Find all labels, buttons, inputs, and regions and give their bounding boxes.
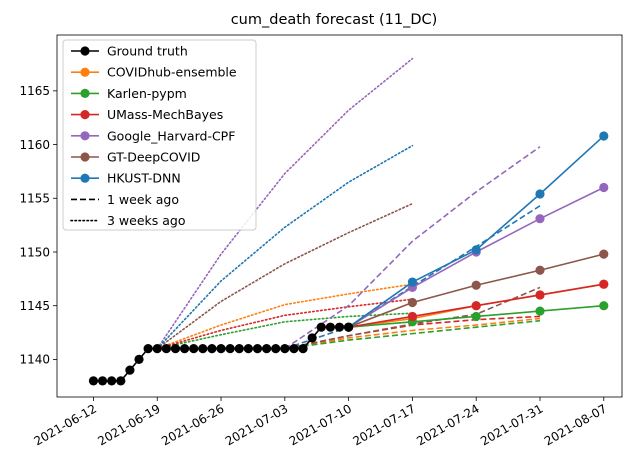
ground-truth-point — [97, 376, 108, 386]
legend-marker — [80, 173, 90, 183]
ground-truth-point — [107, 376, 117, 386]
ground-truth-point — [334, 322, 345, 332]
legend-label: Karlen-pypm — [107, 86, 187, 101]
karlen-pypm-1wk-line — [284, 319, 541, 350]
hkust-dnn-point — [535, 189, 545, 199]
ground-truth-point — [252, 344, 263, 354]
covidhub-ensemble-1wk-line — [284, 317, 541, 350]
hkust-dnn-3wk-line — [156, 144, 414, 350]
legend-marker — [80, 88, 90, 98]
umass-mechbayes-point — [407, 311, 418, 322]
ground-truth-point — [344, 322, 354, 332]
hkust-dnn-point — [599, 131, 609, 141]
gt-deepcovid-3wk-line — [156, 202, 414, 350]
ground-truth-point — [143, 344, 153, 354]
google-harvard-cpf-point — [535, 214, 545, 224]
ground-truth-point — [161, 344, 171, 354]
gt-deepcovid-point — [471, 280, 481, 290]
y-tick-label: 1165 — [19, 84, 50, 98]
karlen-pypm-point — [535, 306, 545, 316]
y-tick-label: 1145 — [19, 299, 50, 313]
y-tick-label: 1140 — [19, 353, 50, 367]
ground-truth-point — [179, 344, 190, 354]
legend-label: COVIDhub-ensemble — [107, 65, 237, 80]
ground-truth-point — [271, 344, 281, 354]
ground-truth-point — [225, 344, 235, 354]
ground-truth-point — [170, 344, 181, 354]
ground-truth-point — [152, 344, 162, 354]
legend-label: UMass-MechBayes — [107, 107, 223, 122]
legend-label: 1 week ago — [107, 192, 179, 207]
ground-truth-point — [307, 333, 317, 343]
ground-truth-point — [125, 365, 135, 375]
chart-title: cum_death forecast (11_DC) — [231, 12, 438, 28]
umass-mechbayes-3wk-line — [156, 298, 414, 350]
ground-truth-point — [134, 354, 144, 365]
ground-truth-point — [261, 344, 272, 354]
google-harvard-cpf-1wk-line — [284, 146, 541, 350]
ground-truth-point — [298, 344, 308, 354]
legend-box — [62, 39, 257, 231]
legend-marker — [80, 131, 90, 141]
legend-label: Google_Harvard-CPF — [107, 128, 235, 143]
legend-marker — [80, 110, 90, 120]
gt-deepcovid-point — [599, 249, 609, 259]
hkust-dnn-point — [471, 245, 481, 255]
ground-truth-point — [280, 344, 290, 354]
ground-truth-point — [316, 322, 326, 332]
karlen-pypm-3wk-line — [156, 312, 414, 350]
karlen-pypm-point — [471, 311, 481, 322]
hkust-dnn-point — [407, 277, 418, 287]
umass-mechbayes-point — [471, 301, 481, 311]
legend-label: GT-DeepCOVID — [107, 150, 200, 165]
gt-deepcovid-point — [535, 265, 545, 275]
google-harvard-cpf-point — [599, 182, 609, 193]
y-tick-label: 1160 — [19, 138, 50, 152]
umass-mechbayes-point — [599, 279, 609, 289]
y-tick-label: 1155 — [19, 192, 50, 206]
ground-truth-point — [243, 344, 253, 354]
ground-truth-point — [207, 344, 217, 354]
hkust-dnn-1wk-line — [284, 205, 541, 350]
karlen-pypm-point — [599, 301, 609, 311]
ground-truth-point — [289, 344, 299, 354]
plot-area — [88, 57, 609, 386]
ground-truth-point — [189, 344, 199, 354]
ground-truth-point — [234, 344, 244, 354]
legend-label: HKUST-DNN — [107, 171, 181, 186]
legend-marker — [80, 152, 90, 162]
google-harvard-cpf-3wk-line — [156, 57, 414, 350]
ground-truth-point — [198, 344, 208, 354]
legend-label: Ground truth — [107, 44, 188, 59]
umass-mechbayes-point — [535, 290, 545, 300]
y-axis: 1140 1145 1150 1155 1160 1165 — [19, 84, 57, 367]
y-tick-label: 1150 — [19, 245, 50, 259]
ground-truth-point — [88, 376, 99, 386]
axes-frame — [56, 34, 623, 398]
legend-marker — [80, 67, 90, 77]
ground-truth-point — [325, 322, 335, 332]
legend: Ground truth COVIDhub-ensemble Karlen-pypm… — [62, 39, 257, 231]
ground-truth-point — [116, 376, 126, 386]
covidhub-ensemble-3wk-line — [156, 283, 414, 350]
legend-label: 3 weeks ago — [107, 213, 186, 228]
legend-marker — [80, 46, 90, 56]
gt-deepcovid-point — [407, 297, 418, 308]
ground-truth-point — [216, 344, 226, 354]
